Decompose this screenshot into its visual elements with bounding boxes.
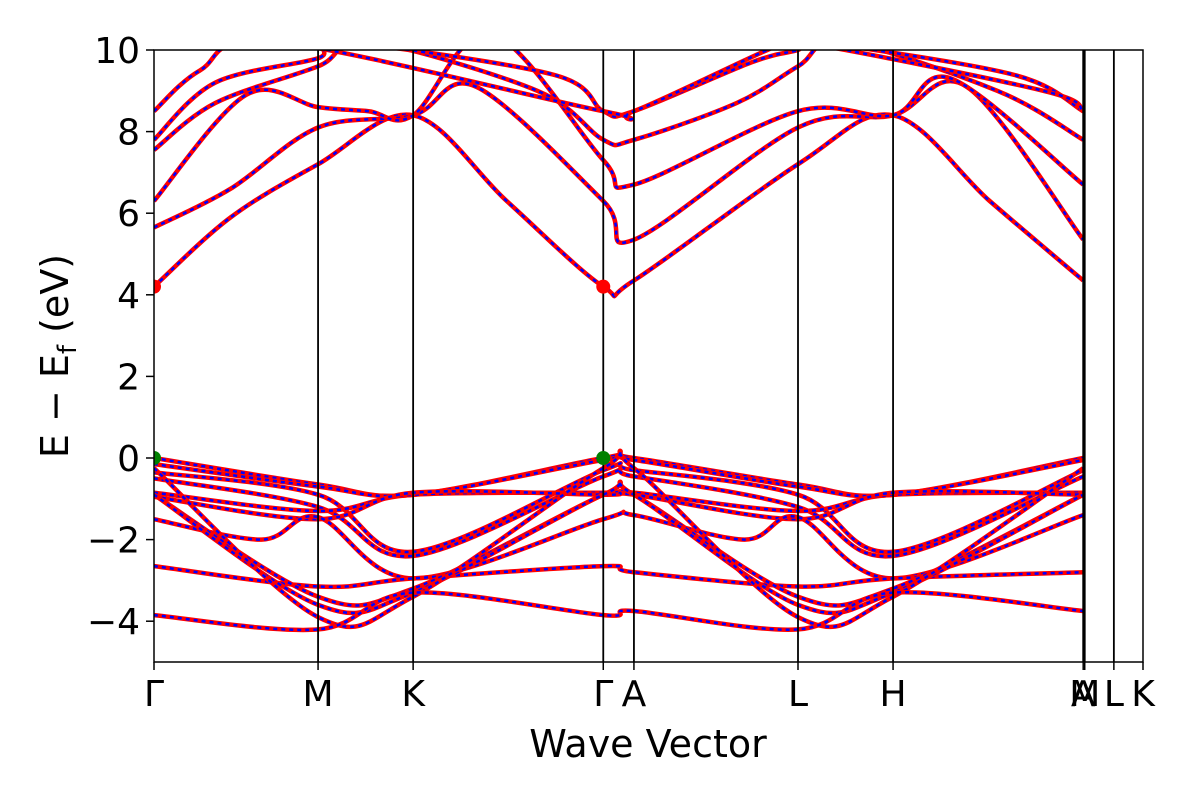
band-line-spin-up	[154, 78, 1085, 246]
y-tick-label: 6	[117, 194, 140, 235]
plot-frame	[153, 49, 1144, 663]
y-axis-label-subscript: f	[53, 344, 83, 354]
band-edge-marker	[596, 279, 611, 294]
band-line-spin-down	[154, 113, 1085, 298]
band-edge-markers	[154, 279, 611, 465]
high-symmetry-lines	[317, 50, 1115, 662]
x-tick-label: L	[1104, 674, 1124, 715]
y-tick-label: 2	[117, 357, 140, 398]
y-tick-label: 10	[94, 31, 140, 72]
x-tick-label: K	[401, 674, 426, 715]
band-line-spin-down	[154, 510, 1084, 580]
x-tick-label: M	[303, 674, 334, 715]
x-axis-ticks: Γ M K Γ A L H AM L K	[144, 662, 1156, 715]
x-axis-label: Wave Vector	[529, 722, 767, 766]
band-line-spin-up	[154, 50, 1085, 142]
y-axis-label-unit: (eV)	[33, 254, 77, 345]
band-line-spin-down	[154, 79, 1085, 245]
x-tick-label: Γ	[593, 674, 613, 715]
y-axis-label: E − Ef (eV)	[33, 254, 83, 458]
band-line-spin-down	[154, 50, 1084, 141]
band-edge-marker	[154, 279, 161, 294]
y-tick-label: −2	[87, 521, 140, 562]
y-axis-ticks: −4 −2 0 2 4 6 8 10	[87, 31, 154, 643]
band-edge-marker	[596, 451, 611, 465]
band-edge-marker	[154, 451, 161, 465]
band-line-spin-down	[154, 461, 1084, 554]
x-tick-label: K	[1131, 674, 1156, 715]
y-tick-label: −4	[87, 602, 140, 643]
y-tick-label: 0	[117, 439, 140, 480]
band-line-spin-up	[154, 50, 1085, 152]
y-tick-label: 4	[117, 276, 140, 317]
band-lines	[154, 50, 1085, 633]
y-tick-label: 8	[117, 113, 140, 154]
x-tick-label: H	[880, 674, 907, 715]
band-line-spin-down	[154, 50, 1084, 202]
x-tick-label: Γ	[144, 674, 164, 715]
x-tick-label: M	[1069, 674, 1100, 715]
x-tick-label: L	[788, 674, 808, 715]
y-axis-label-main: E − E	[33, 354, 77, 458]
band-line-spin-down	[154, 591, 1084, 632]
x-tick-label: A	[1071, 674, 1096, 715]
x-tick-label: A	[622, 674, 647, 715]
